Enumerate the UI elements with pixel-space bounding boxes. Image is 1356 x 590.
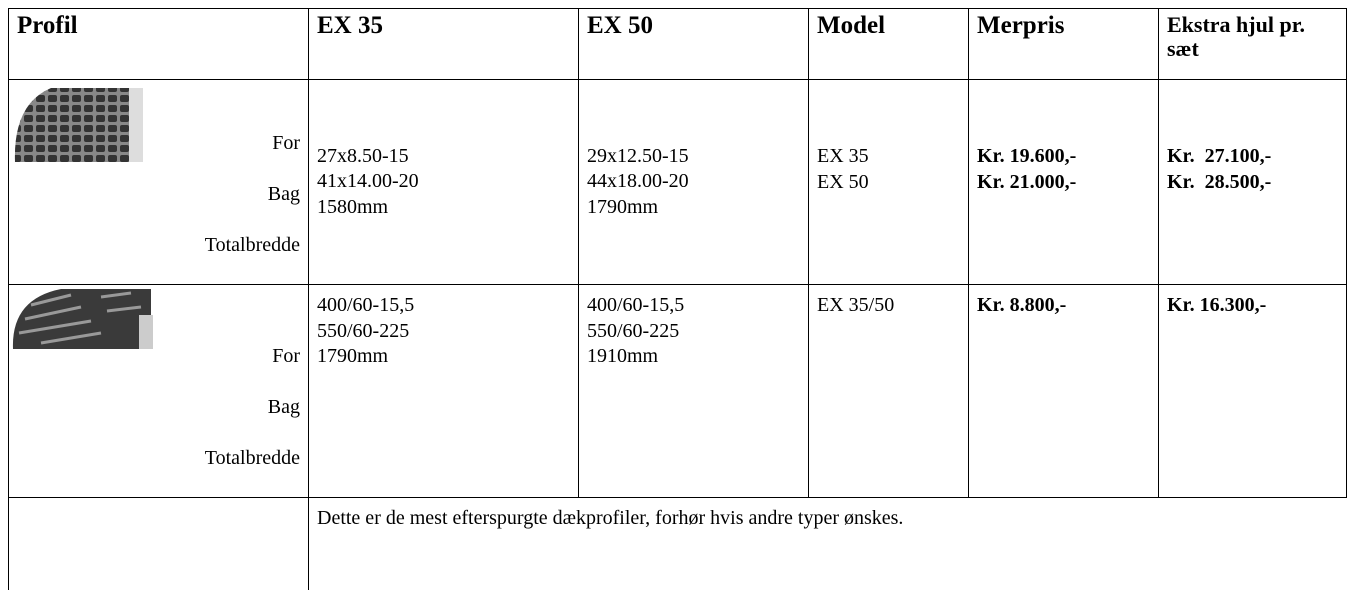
note: Dette er de mest efterspurgte dækprofile… [309,498,1347,590]
header-cell: Model [809,9,969,80]
label: Totalbredde [17,233,300,259]
header-cell: EX 50 [579,9,809,80]
text: Kr. 27.100,- [1167,144,1338,170]
header-row: Profil EX 35 EX 50 Model Merpris Ekstra … [9,9,1347,80]
header-cell: Profil [9,9,309,80]
text: EX 50 [817,170,960,196]
header-cell: EX 35 [309,9,579,80]
cell: Kr. 19.600,-Kr. 21.000,- [969,80,1159,285]
text: 41x14.00-20 [317,169,570,195]
text: 27x8.50-15 [317,144,570,170]
header-cell: Ekstra hjul pr. sæt [1159,9,1347,80]
text: Kr. 21.000,- [977,170,1150,196]
text: EX 35 [817,144,960,170]
text: EX 35/50 [817,293,960,319]
label: Bag [17,182,300,208]
cell: EX 35/50 [809,285,969,498]
cell: Kr. 8.800,- [969,285,1159,498]
text: 400/60-15,5 [317,293,570,319]
header-cell: Merpris [969,9,1159,80]
text: Kr. 16.300,- [1167,293,1338,319]
tire-image [11,84,143,164]
text: 400/60-15,5 [587,293,800,319]
profile-cell: For Bag Totalbredde [9,80,309,285]
cell: Kr. 27.100,-Kr. 28.500,- [1159,80,1347,285]
text: 550/60-225 [317,319,570,345]
label: Bag [17,395,300,421]
text: 1790mm [317,344,570,370]
text: 550/60-225 [587,319,800,345]
page: Profil EX 35 EX 50 Model Merpris Ekstra … [0,0,1356,482]
cell: Kr. 16.300,- [1159,285,1347,498]
text: Kr. 28.500,- [1167,170,1338,196]
tire-table: Profil EX 35 EX 50 Model Merpris Ekstra … [8,8,1347,590]
cell [9,498,309,590]
text: 44x18.00-20 [587,169,800,195]
profile-cell: For Bag Totalbredde [9,285,309,498]
text: Kr. 8.800,- [977,293,1150,319]
text: 1790mm [587,195,800,221]
text: 29x12.50-15 [587,144,800,170]
row: Dette er de mest efterspurgte dækprofile… [9,498,1347,590]
tire-image [11,285,153,351]
text: 1910mm [587,344,800,370]
text: Kr. 19.600,- [977,144,1150,170]
text: 1580mm [317,195,570,221]
label: Totalbredde [17,446,300,472]
